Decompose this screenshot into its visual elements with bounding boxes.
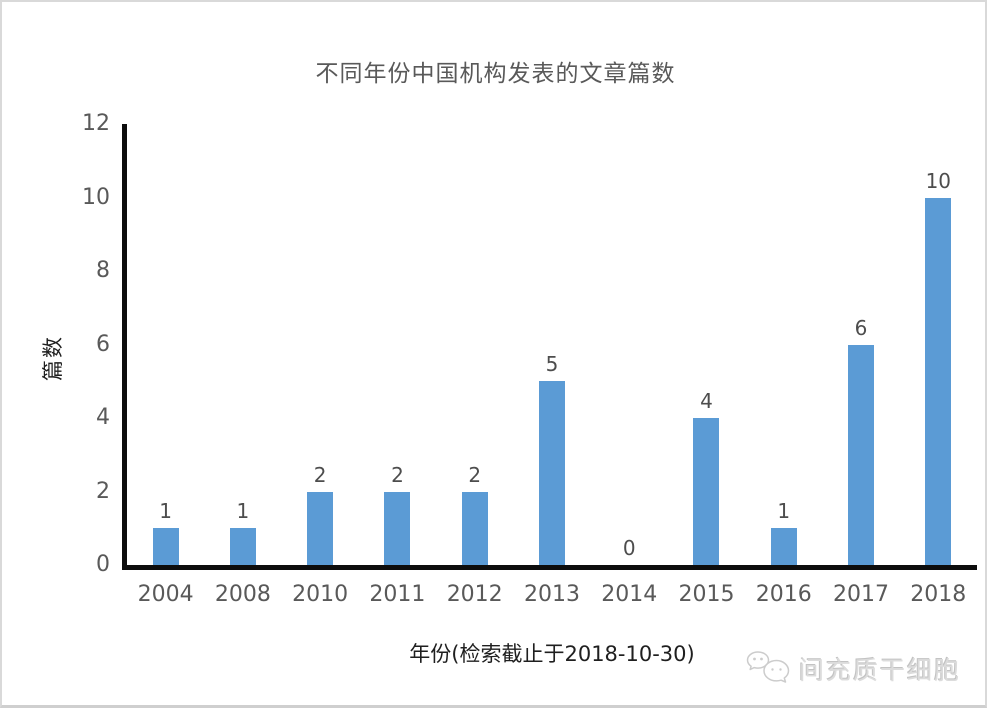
bar-slot: 10 [900, 124, 977, 565]
bars-row: 1 1 2 2 2 5 0 4 1 6 10 [127, 124, 977, 565]
y-tick-label: 10 [82, 184, 110, 210]
y-tick-label: 8 [96, 258, 110, 283]
bar-value-label: 1 [777, 499, 791, 524]
x-tick-label: 2014 [601, 582, 658, 607]
bar-value-label: 2 [391, 462, 404, 487]
bar-value-label: 4 [700, 389, 713, 413]
plot-area: 1 1 2 2 2 5 0 4 1 6 10 [122, 124, 977, 570]
bar [848, 344, 875, 565]
bar [693, 418, 720, 565]
bar [538, 381, 565, 565]
bar-value-label: 0 [622, 536, 636, 560]
bar-slot: 1 [204, 124, 281, 565]
x-tick-label: 2017 [833, 582, 890, 607]
chat-bubbles-icon [745, 649, 791, 689]
y-tick-label: 0 [96, 552, 110, 577]
y-tick-label: 6 [96, 331, 110, 357]
bar-slot: 1 [127, 124, 204, 565]
bar-slot: 0 [591, 124, 668, 565]
bar-slot: 6 [822, 124, 899, 565]
bar-slot: 1 [745, 124, 822, 565]
bar [925, 197, 952, 565]
x-tick-label: 2011 [369, 582, 426, 607]
x-axis-title: 年份(检索截止于2018-10-30) [409, 642, 695, 666]
chart-title: 不同年份中国机构发表的文章篇数 [315, 61, 676, 87]
x-tick-label: 2015 [678, 582, 735, 607]
bar-value-label: 5 [545, 352, 559, 377]
bar [461, 491, 488, 565]
bar-value-label: 10 [925, 168, 952, 193]
bar [770, 528, 797, 565]
x-tick-label: 2004 [137, 582, 194, 607]
bar-slot: 2 [282, 124, 359, 565]
bar-value-label: 2 [313, 462, 327, 487]
x-tick-label: 2013 [523, 582, 580, 607]
y-tick-label: 2 [96, 478, 110, 504]
bar [229, 528, 256, 565]
watermark-text: 间充质干细胞 [798, 656, 961, 685]
bar-slot: 5 [513, 124, 590, 565]
bar [307, 491, 334, 565]
bar-slot: 4 [668, 124, 745, 565]
x-tick-label: 2016 [755, 582, 812, 607]
watermark: 间充质干细胞 [745, 649, 961, 689]
bar-value-label: 1 [159, 499, 172, 524]
x-tick-label: 2012 [446, 582, 503, 607]
x-axis-ticks: 2004 2008 2010 2011 2012 2013 2014 2015 2016 2017… [127, 582, 977, 607]
y-tick-label: 12 [82, 111, 110, 136]
bar-slot: 2 [359, 124, 436, 565]
x-tick-label: 2010 [292, 582, 349, 607]
y-tick-label: 4 [96, 405, 110, 430]
bar-slot: 2 [436, 124, 513, 565]
x-tick-label: 2008 [214, 582, 271, 607]
bar-value-label: 6 [854, 315, 868, 340]
bar [152, 528, 179, 565]
bar-value-label: 1 [236, 499, 250, 524]
bar-value-label: 2 [468, 462, 482, 487]
x-tick-label: 2018 [910, 582, 967, 607]
bar [384, 491, 411, 565]
